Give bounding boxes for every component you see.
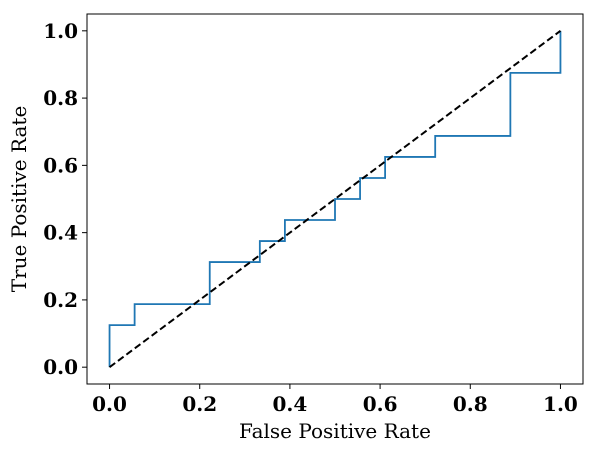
x-tick-label: 0.0 (92, 392, 127, 416)
y-axis-label: True Positive Rate (7, 106, 31, 293)
x-axis-ticks: 0.0 0.2 0.4 0.6 0.8 1.0 (92, 384, 578, 416)
series-layer (108, 30, 562, 368)
x-tick-label: 0.4 (273, 392, 308, 416)
x-tick-label: 0.8 (453, 392, 488, 416)
x-tick-label: 0.6 (363, 392, 398, 416)
roc-curve-line (108, 30, 562, 368)
x-tick-label: 1.0 (543, 392, 578, 416)
y-tick-label: 0.0 (43, 355, 78, 379)
chance-diagonal-line (108, 30, 562, 368)
x-tick-label: 0.2 (182, 392, 217, 416)
y-axis-ticks: 0.0 0.2 0.4 0.6 0.8 1.0 (43, 19, 87, 379)
x-axis-label: False Positive Rate (239, 419, 431, 443)
y-tick-label: 0.6 (43, 153, 78, 177)
y-tick-label: 0.8 (43, 86, 78, 110)
y-tick-label: 1.0 (43, 19, 78, 43)
y-tick-label: 0.4 (43, 221, 78, 245)
y-tick-label: 0.2 (43, 288, 78, 312)
plot-frame (86, 13, 584, 385)
